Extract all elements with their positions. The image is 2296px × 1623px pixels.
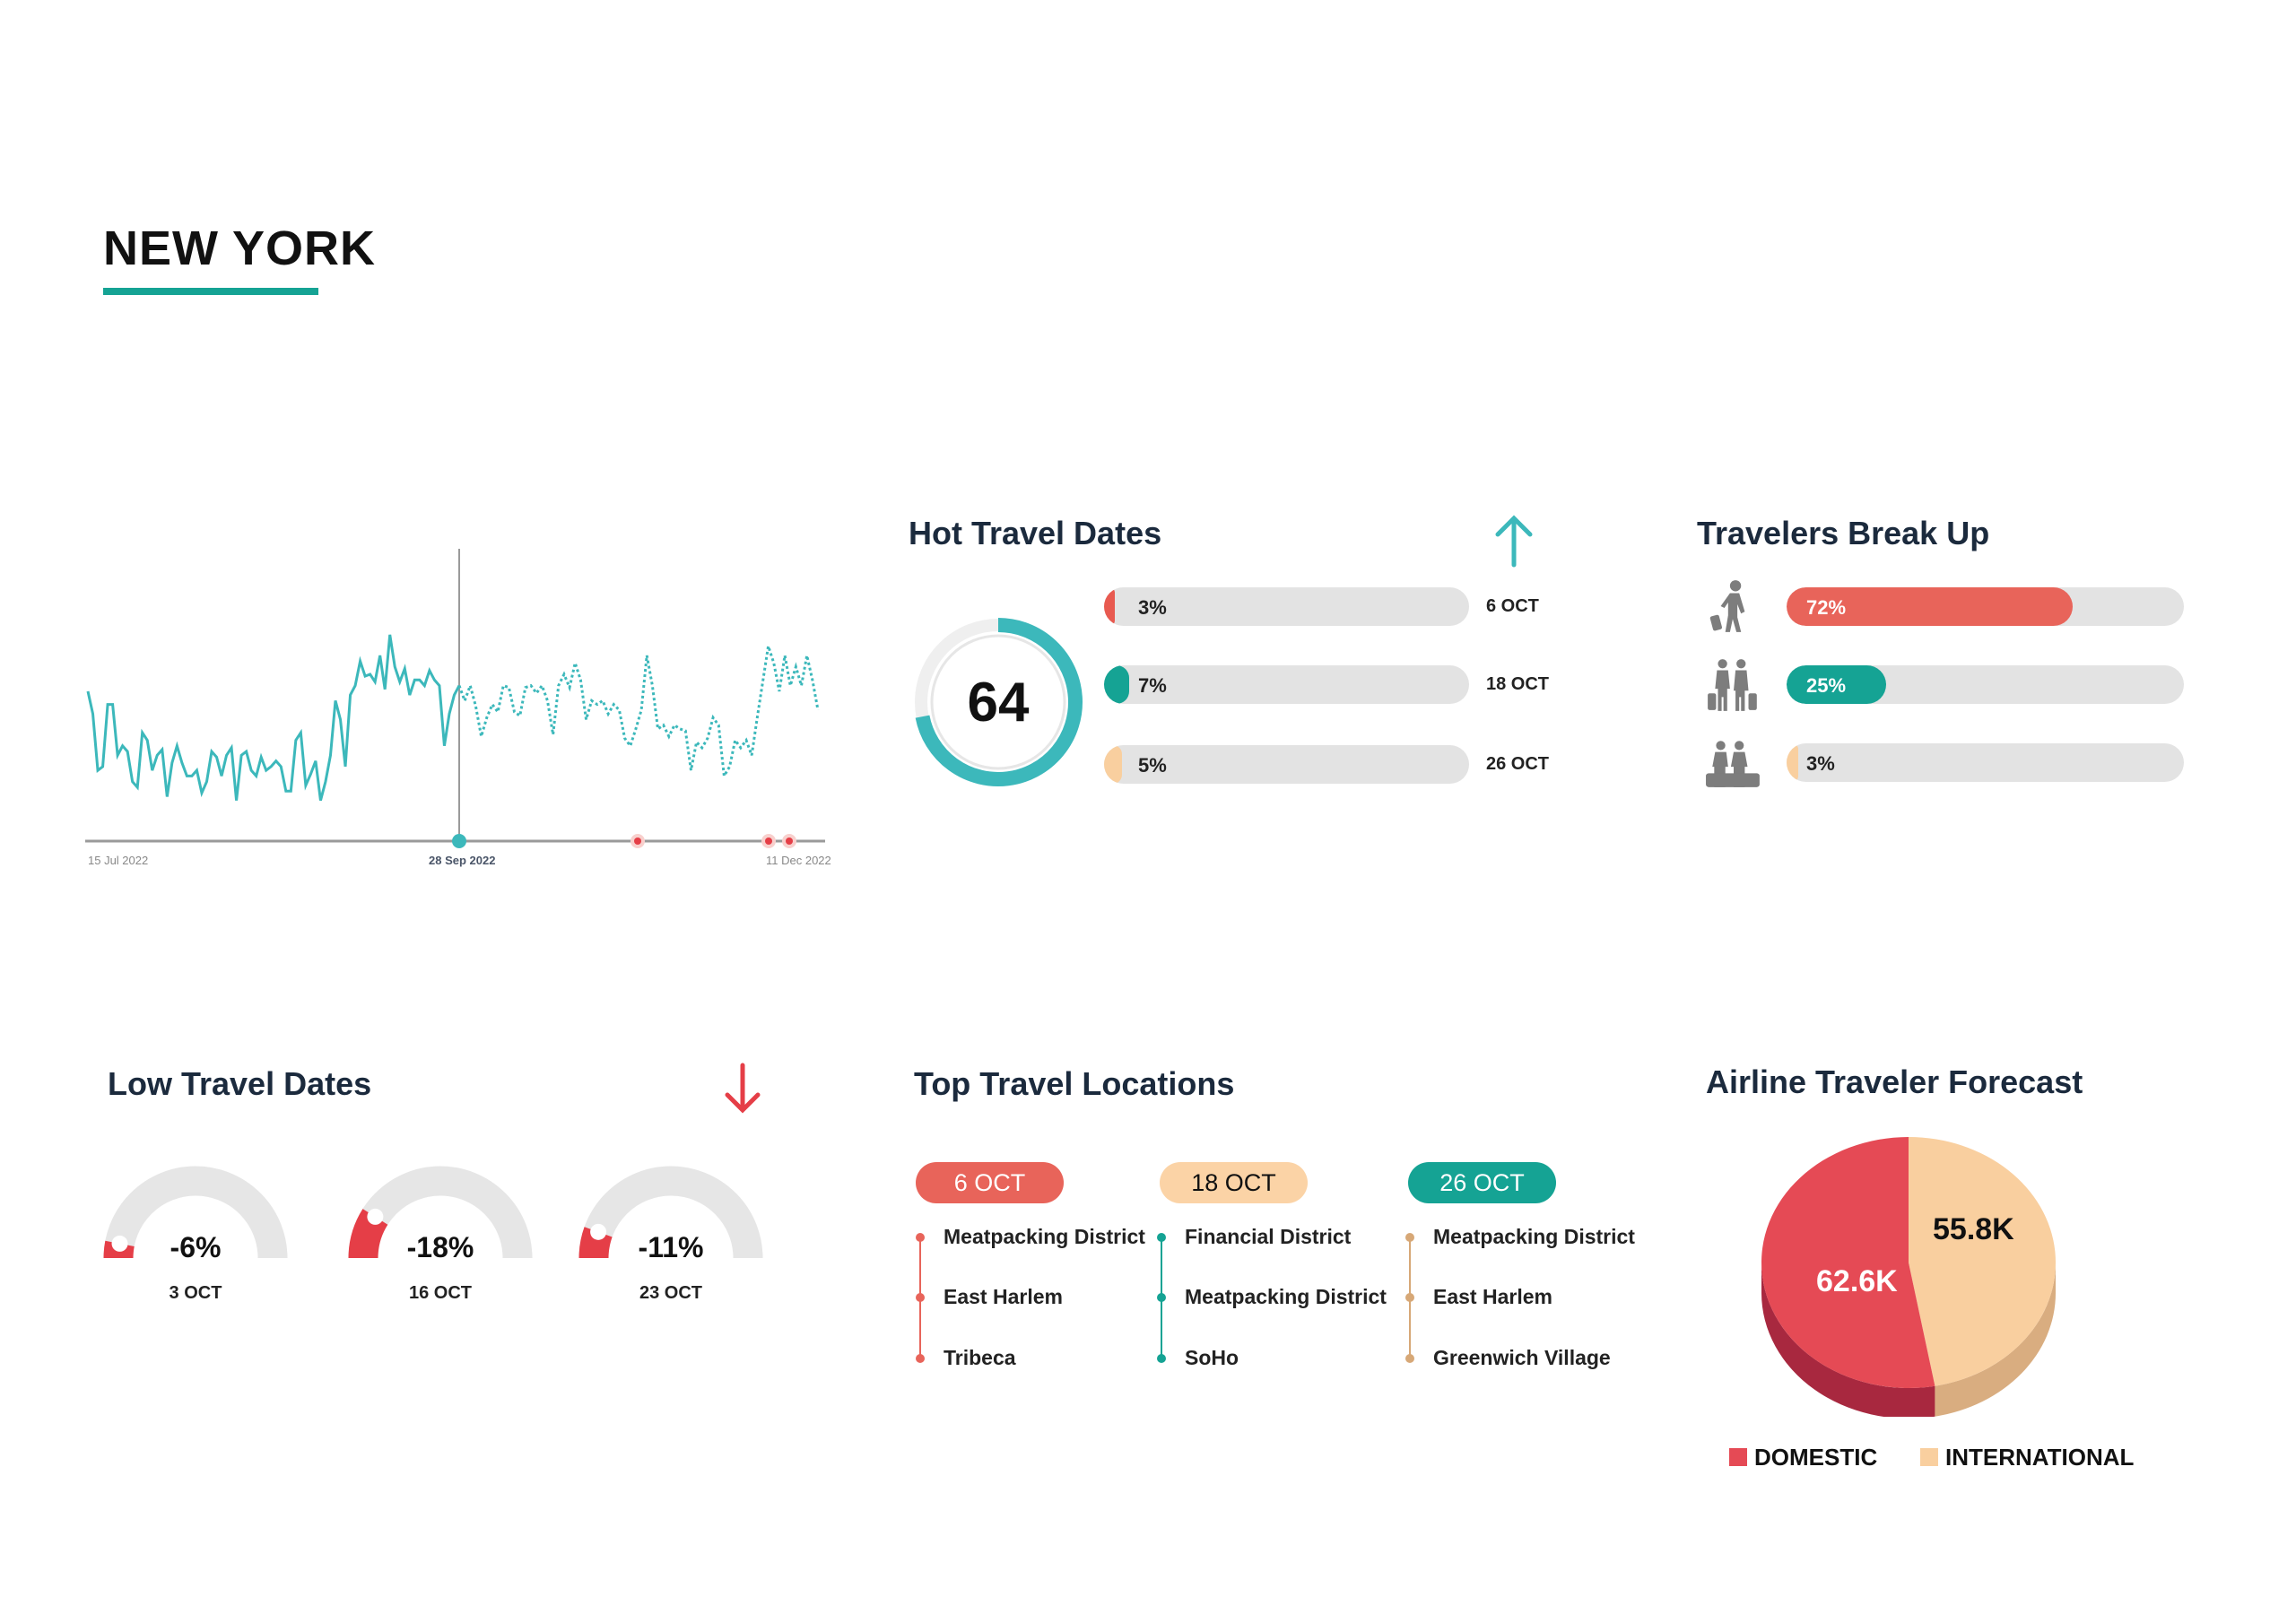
- timeline-dot: [1157, 1293, 1166, 1302]
- hot-date-bar-fill: [1104, 587, 1116, 626]
- low-travel-gauge: [103, 1166, 288, 1259]
- low-travel-title: Low Travel Dates: [108, 1065, 372, 1102]
- hot-date-bar-percent: 3%: [1138, 596, 1167, 619]
- timeline-dot: [916, 1293, 925, 1302]
- location-item[interactable]: Financial District: [1185, 1225, 1352, 1248]
- traveler-bar-percent: 25%: [1806, 674, 1847, 697]
- pie-side-international: [1935, 1263, 2056, 1417]
- legend-international: INTERNATIONAL: [1945, 1444, 2135, 1471]
- low-travel-gauge: [578, 1166, 763, 1259]
- pie-label-domestic: 62.6K: [1816, 1264, 1898, 1298]
- location-item[interactable]: Greenwich Village: [1433, 1346, 1611, 1369]
- timeline-dot: [916, 1354, 925, 1363]
- hot-date-bar: 7%: [1104, 665, 1469, 704]
- traveler-bar-fill: [1787, 587, 2073, 626]
- gauge-date: 16 OCT: [408, 1283, 473, 1303]
- timeline-dot: [916, 1233, 925, 1242]
- trend-line-chart: [85, 549, 825, 848]
- pie-side-domestic: [1761, 1263, 1935, 1417]
- low-travel-gauge: [348, 1166, 533, 1259]
- title-underline: [103, 288, 318, 295]
- forecast-pie-chart: [1761, 1137, 2057, 1417]
- pie-slice-domestic[interactable]: [1761, 1137, 1935, 1388]
- timeline-dot: [1157, 1354, 1166, 1363]
- page-title: NEW YORK: [103, 221, 377, 275]
- location-item[interactable]: Meatpacking District: [1185, 1285, 1387, 1308]
- event-marker[interactable]: [634, 838, 641, 845]
- hot-date-bar-percent: 7%: [1138, 674, 1167, 697]
- forecast-series-line: [457, 646, 820, 781]
- x-tick-label: 11 Dec 2022: [766, 854, 831, 867]
- gauge-knob: [111, 1235, 128, 1252]
- gauge-knob: [590, 1223, 607, 1240]
- event-marker[interactable]: [786, 838, 793, 845]
- hot-date-bar-fill: [1104, 665, 1130, 704]
- x-tick-label: 28 Sep 2022: [429, 854, 496, 867]
- event-marker[interactable]: [765, 838, 772, 845]
- gauge-knob: [367, 1208, 384, 1225]
- gauge-value: -6%: [170, 1231, 222, 1263]
- gauge-value: -11%: [638, 1231, 704, 1263]
- travelers-title: Travelers Break Up: [1697, 515, 1990, 551]
- hot-date-label: 18 OCT: [1486, 674, 1550, 694]
- hot-travel-title: Hot Travel Dates: [909, 515, 1162, 551]
- location-item[interactable]: Meatpacking District: [944, 1225, 1145, 1248]
- traveler-bar-percent: 3%: [1806, 752, 1835, 775]
- score-ring: [915, 618, 1083, 786]
- location-item[interactable]: Meatpacking District: [1433, 1225, 1635, 1248]
- traveler-bar-percent: 72%: [1806, 596, 1847, 619]
- today-marker[interactable]: [452, 834, 466, 848]
- pie-label-international: 55.8K: [1933, 1212, 2014, 1246]
- location-date-pill[interactable]: 6 OCT: [916, 1162, 1064, 1203]
- location-date-pill[interactable]: 26 OCT: [1408, 1162, 1556, 1203]
- forecast-title: Airline Traveler Forecast: [1706, 1063, 2083, 1100]
- hot-date-bar: 3%: [1104, 587, 1469, 626]
- traveler-bar: 25%: [1787, 665, 2184, 704]
- score-value: 64: [967, 672, 1030, 733]
- hot-date-bar-percent: 5%: [1138, 754, 1167, 777]
- gauge-date: 23 OCT: [639, 1283, 703, 1303]
- couple-traveler-icon: [1708, 659, 1757, 711]
- traveler-bar-fill: [1787, 665, 1886, 704]
- hot-date-label: 26 OCT: [1486, 754, 1550, 774]
- arrow-up-icon: [1495, 515, 1533, 568]
- x-tick-label: 15 Jul 2022: [88, 854, 149, 867]
- hot-date-label: 6 OCT: [1486, 596, 1539, 616]
- legend-domestic: DOMESTIC: [1754, 1444, 1878, 1471]
- location-item[interactable]: SoHo: [1185, 1346, 1239, 1369]
- gauge-value: -18%: [406, 1231, 474, 1263]
- family-traveler-icon: [1706, 741, 1760, 787]
- traveler-bar-fill: [1787, 743, 1799, 782]
- gauge-track: [578, 1166, 763, 1259]
- timeline-dot: [1405, 1354, 1414, 1363]
- hot-date-bar-fill: [1104, 745, 1123, 784]
- timeline-dot: [1405, 1233, 1414, 1242]
- top-locations-title: Top Travel Locations: [914, 1065, 1235, 1102]
- pie-slice-international[interactable]: [1909, 1137, 2057, 1386]
- location-item[interactable]: Tribeca: [944, 1346, 1016, 1369]
- gauge-track: [103, 1166, 288, 1259]
- arrow-down-icon: [725, 1063, 761, 1114]
- actual-series-line: [86, 634, 461, 802]
- hot-date-bar: 5%: [1104, 745, 1469, 784]
- traveler-bar: 3%: [1787, 743, 2184, 782]
- location-date-pill[interactable]: 18 OCT: [1160, 1162, 1308, 1203]
- timeline-dot: [1157, 1233, 1166, 1242]
- solo-traveler-icon: [1709, 580, 1745, 632]
- traveler-bar: 72%: [1787, 587, 2184, 626]
- score-ring-fill: [915, 618, 1083, 786]
- gauge-date: 3 OCT: [169, 1283, 222, 1303]
- location-item[interactable]: East Harlem: [944, 1285, 1063, 1308]
- legend-swatch-domestic: [1729, 1448, 1747, 1466]
- timeline-dot: [1405, 1293, 1414, 1302]
- location-item[interactable]: East Harlem: [1433, 1285, 1552, 1308]
- legend-swatch-international: [1920, 1448, 1938, 1466]
